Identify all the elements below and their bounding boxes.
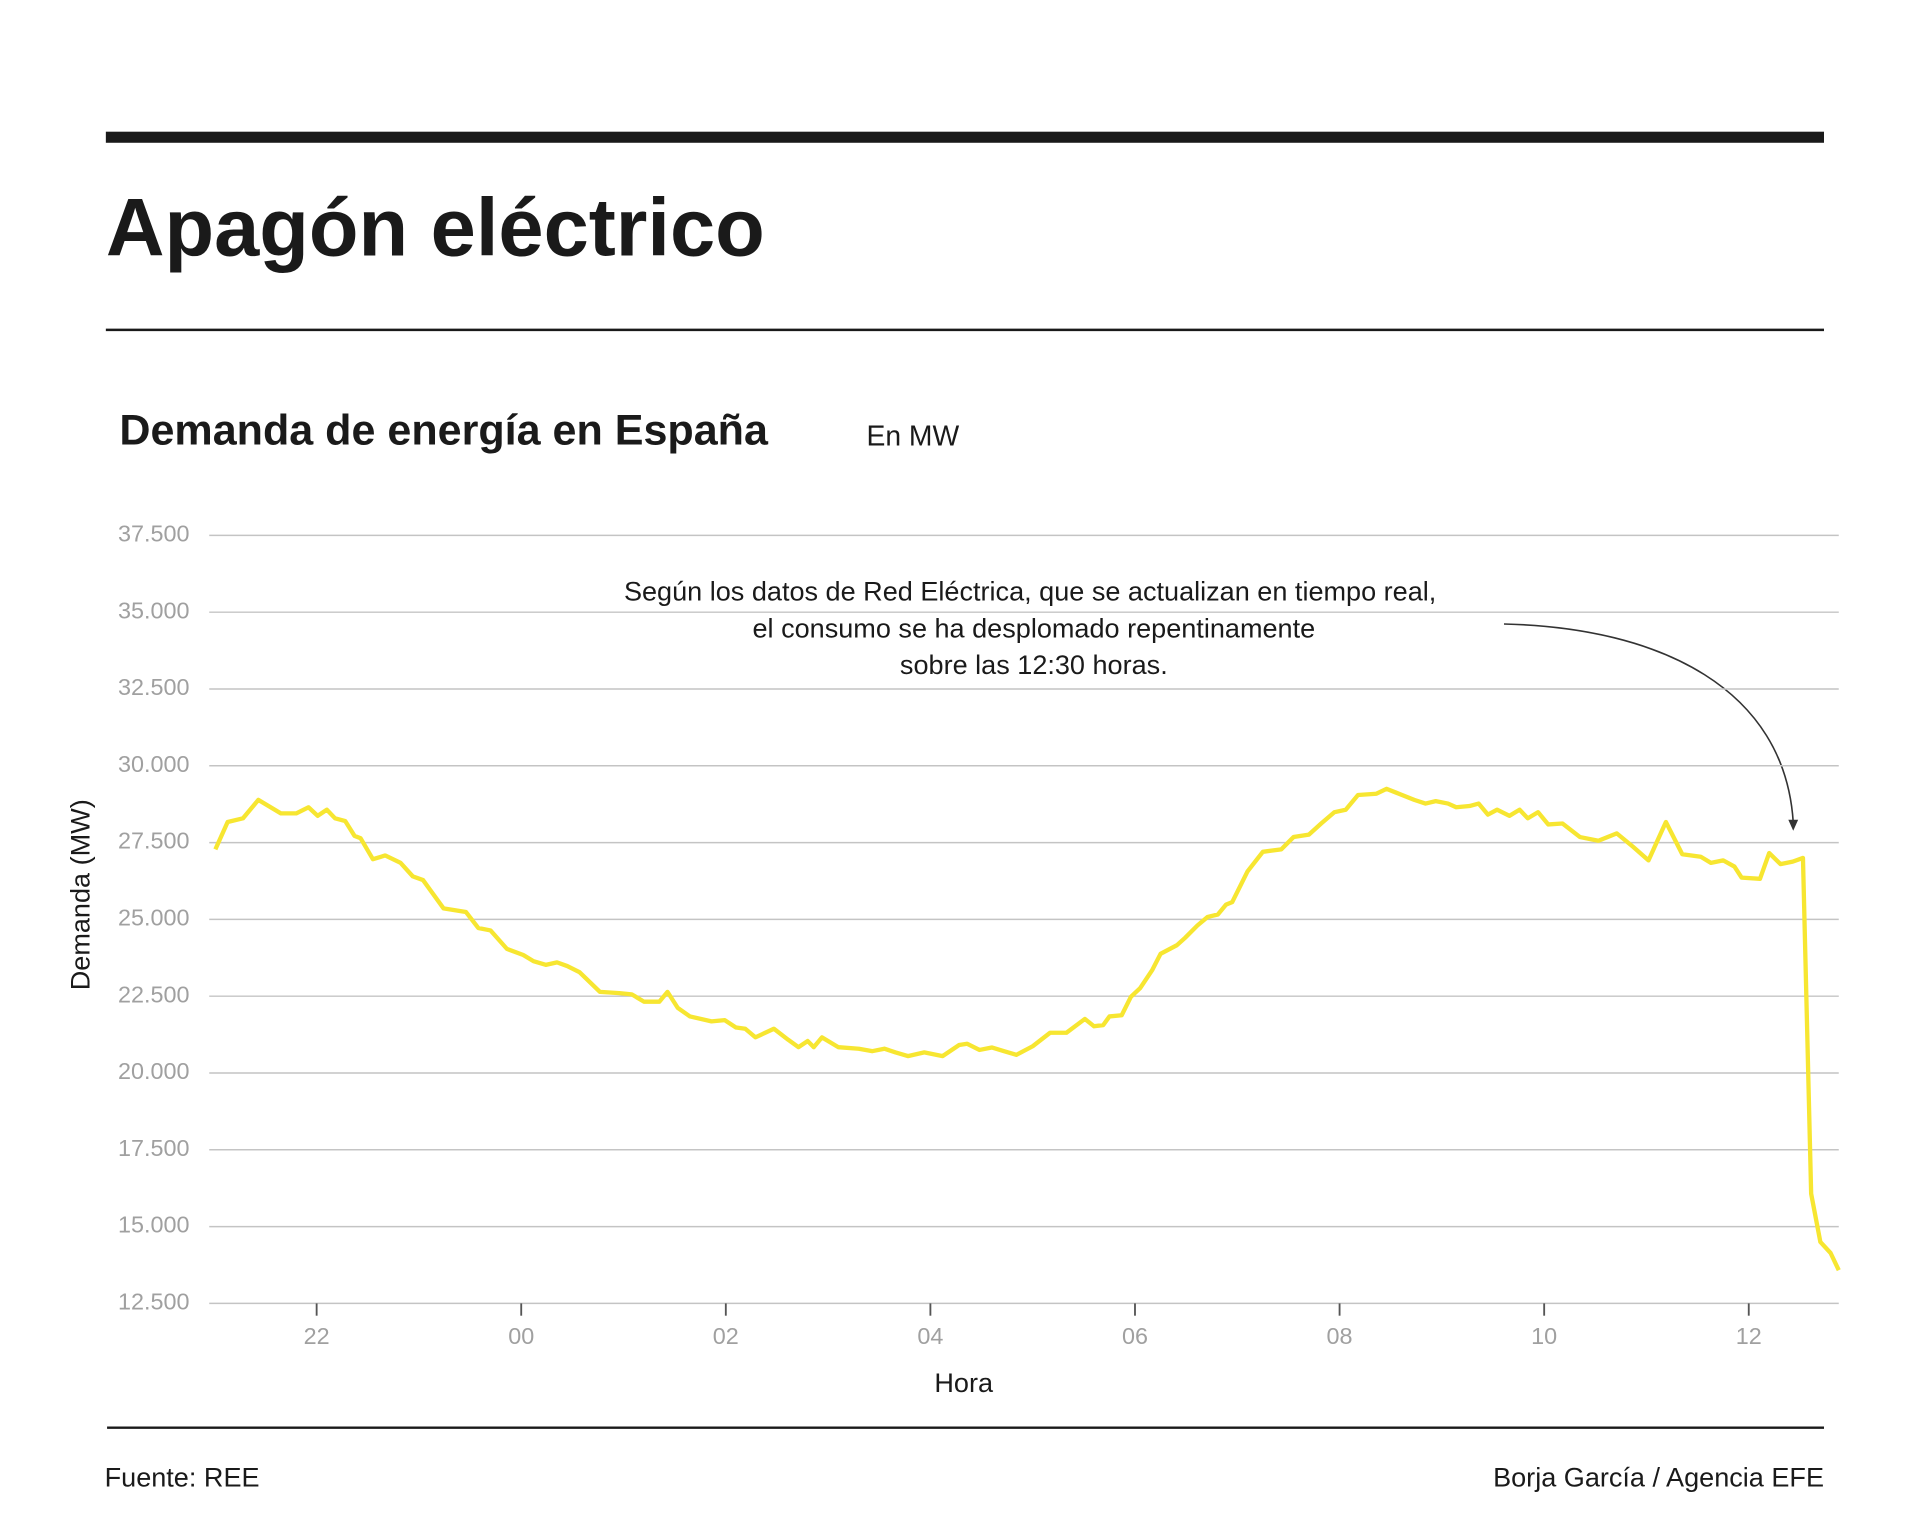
y-axis-label: Demanda (MW) [65,799,96,990]
annotation-line: Según los datos de Red Eléctrica, que se… [624,575,1436,606]
x-tick-label: 10 [1531,1323,1557,1349]
y-tick-label: 25.000 [118,905,190,931]
x-tick-label: 08 [1327,1323,1353,1349]
x-tick-label: 00 [508,1323,534,1349]
source: Fuente: REE [105,1462,260,1493]
y-tick-label: 27.500 [118,828,190,854]
x-tick-label: 02 [713,1323,739,1349]
chart-title: Demanda de energía en España [119,407,769,455]
y-tick-label: 22.500 [118,981,190,1007]
annotation: Según los datos de Red Eléctrica, que se… [624,575,1436,680]
x-tick-label: 04 [917,1323,943,1349]
chart-subtitle: En MW [866,420,959,452]
y-tick-label: 37.500 [118,521,190,547]
top-bar [105,131,1824,143]
y-tick-label: 15.000 [118,1212,190,1238]
y-tick-label: 32.500 [118,674,190,700]
annotation-line: sobre las 12:30 horas. [900,649,1168,680]
x-tick-label: 22 [304,1323,330,1349]
x-tick-label: 06 [1122,1323,1148,1349]
demand-line [213,786,1841,1272]
annotation-arrow [1503,623,1795,823]
y-tick-label: 12.500 [118,1289,190,1315]
x-axis-label: Hora [934,1367,994,1398]
annotation-line: el consumo se ha desplomado repentinamen… [753,612,1316,643]
page-title: Apagón eléctrico [106,182,765,273]
y-tick-label: 20.000 [118,1058,190,1084]
credit: Borja García / Agencia EFE [1493,1462,1824,1493]
y-tick-label: 17.500 [118,1135,190,1161]
arrow-head [1788,819,1799,831]
x-tick-label: 12 [1736,1323,1762,1349]
y-tick-label: 30.000 [118,751,190,777]
y-tick-label: 35.000 [118,597,190,623]
